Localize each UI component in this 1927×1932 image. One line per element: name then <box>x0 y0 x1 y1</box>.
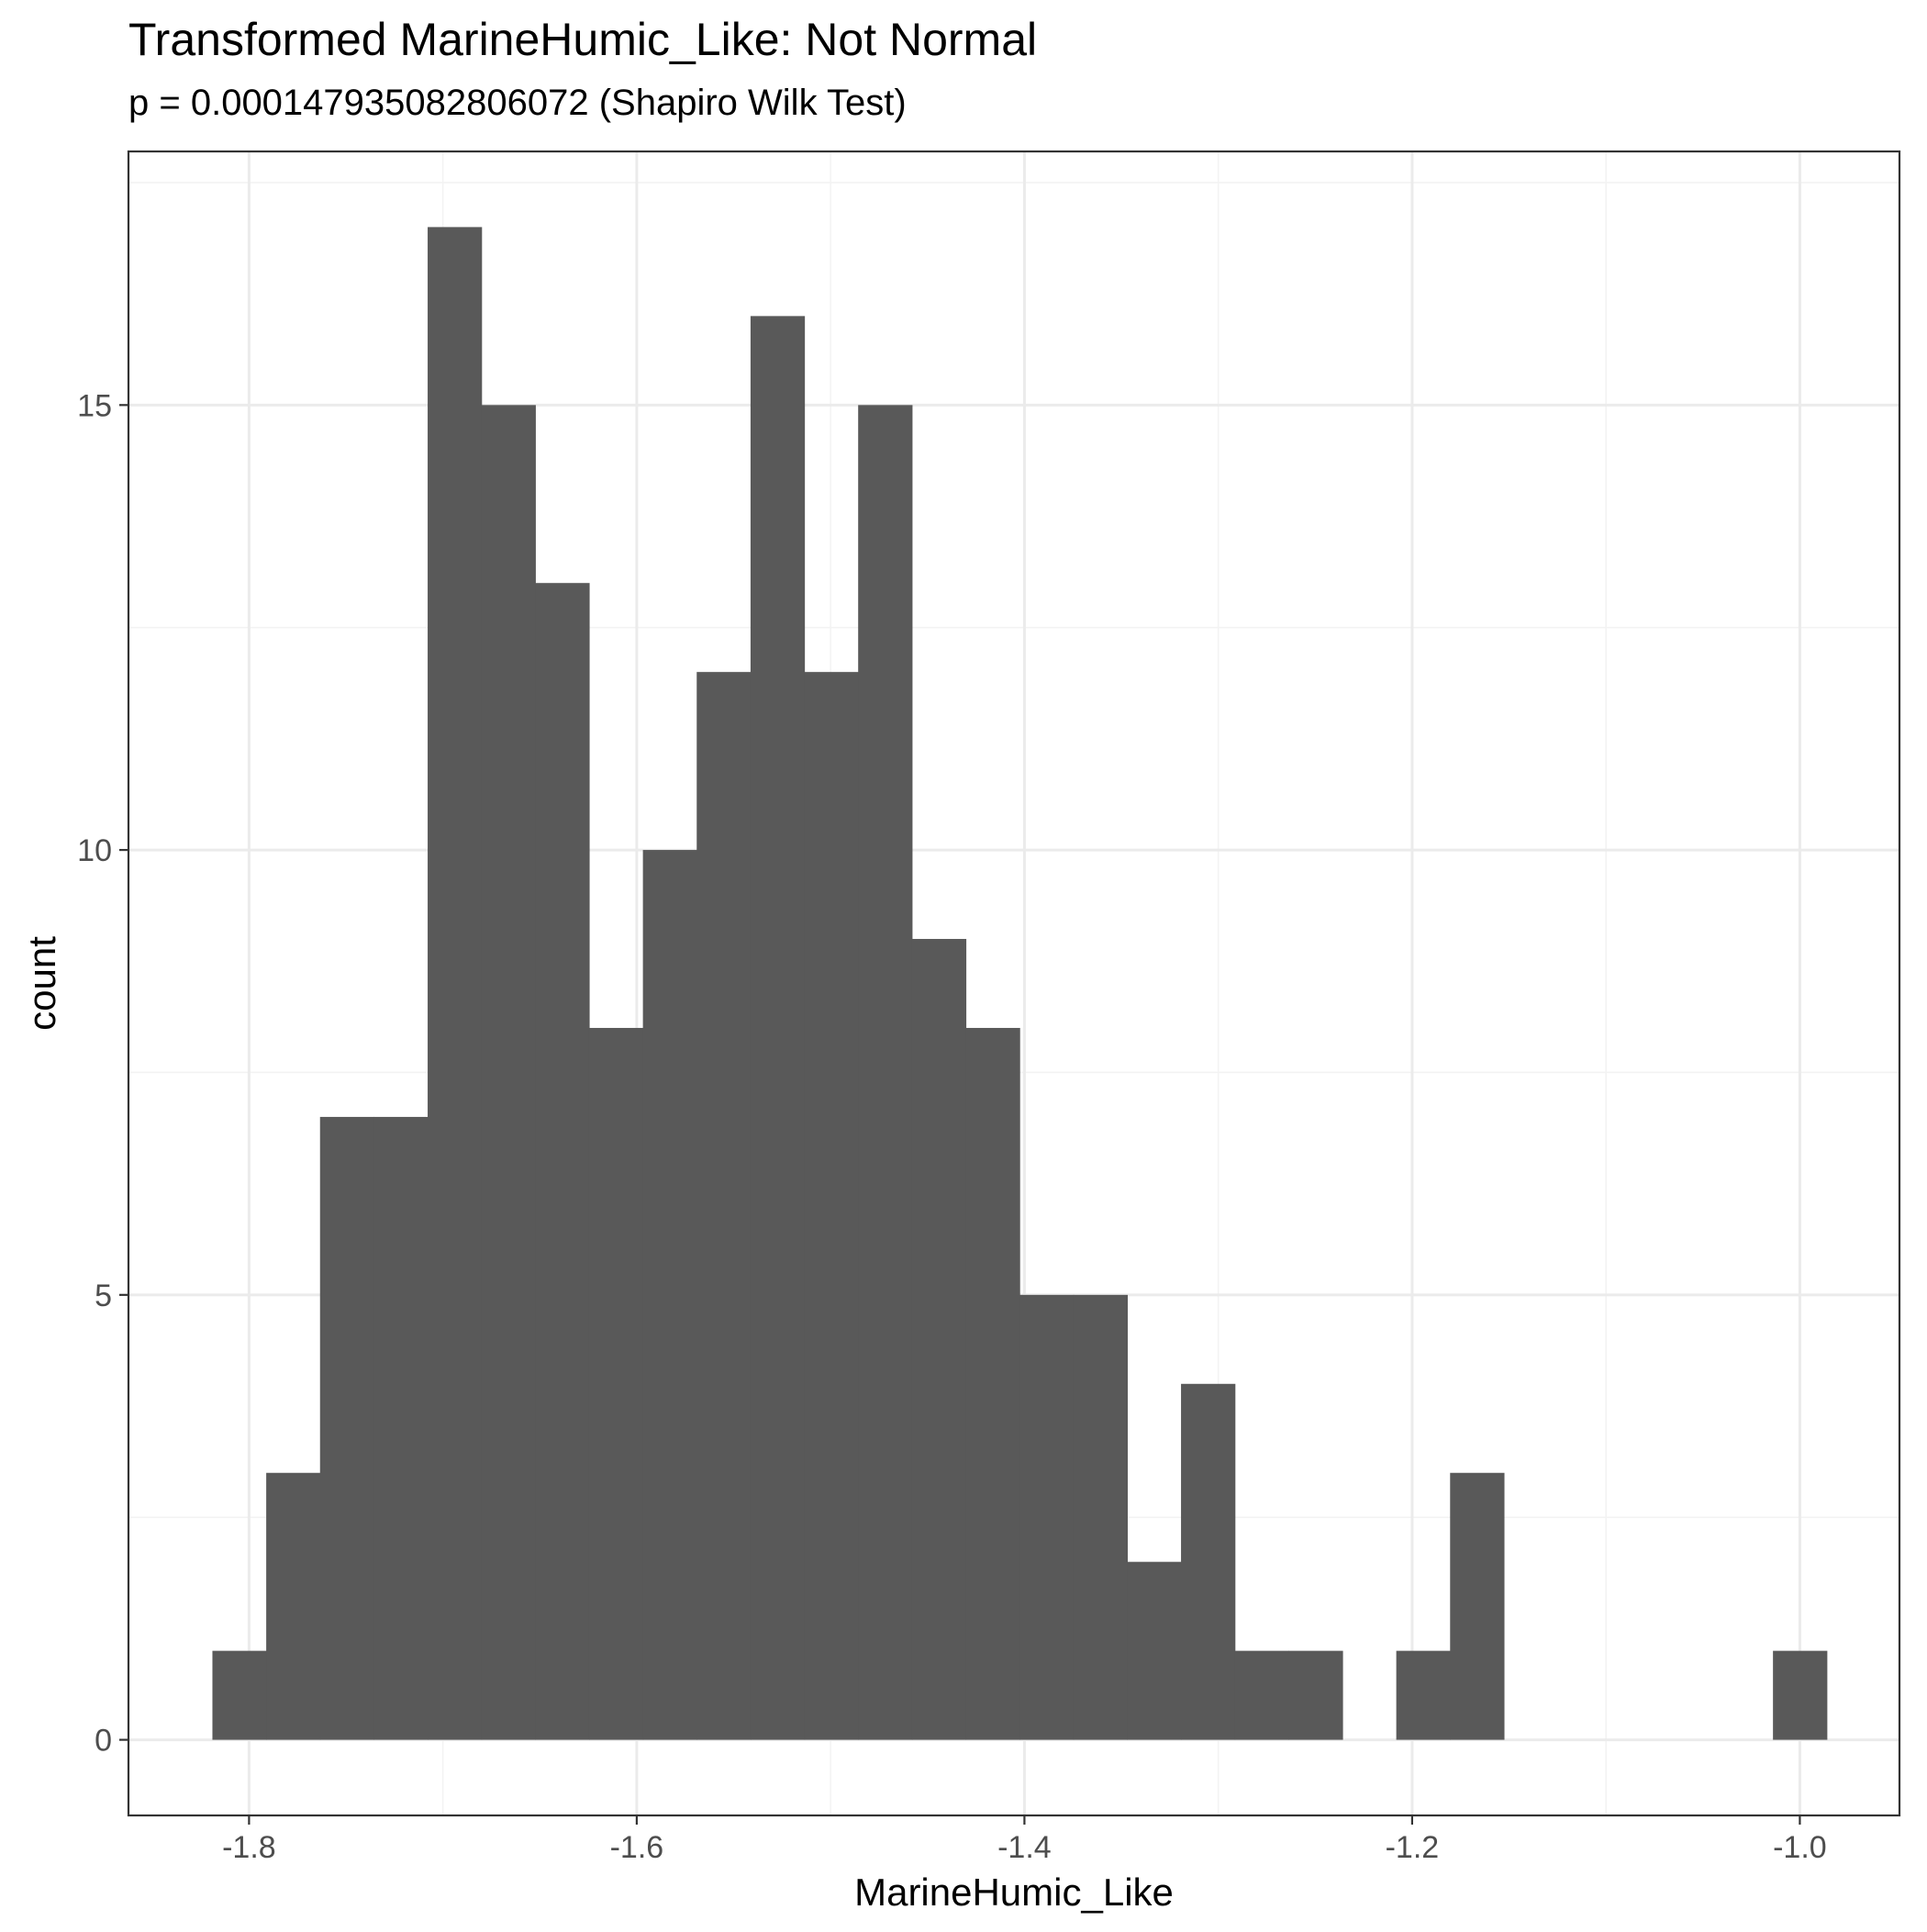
histogram-bar <box>535 583 590 1740</box>
x-tick-label: -1.0 <box>1773 1830 1827 1865</box>
y-tick-label: 10 <box>77 833 112 868</box>
histogram-bar <box>1288 1650 1343 1740</box>
histogram-bar <box>266 1472 321 1740</box>
histogram-bar <box>588 1027 644 1740</box>
x-tick-label: -1.6 <box>610 1830 664 1865</box>
histogram-bar <box>481 405 536 1740</box>
histogram-bar <box>804 672 859 1740</box>
histogram-bar <box>1019 1294 1075 1740</box>
histogram-bar <box>696 672 752 1740</box>
histogram-bar <box>1450 1472 1505 1740</box>
chart-title: Transformed MarineHumic_Like: Not Normal <box>128 14 1038 65</box>
histogram-bar <box>212 1650 267 1740</box>
x-axis-title: MarineHumic_Like <box>854 1871 1174 1914</box>
y-tick-label: 5 <box>95 1279 112 1313</box>
x-tick-label: -1.2 <box>1386 1830 1440 1865</box>
histogram-bar <box>911 939 967 1740</box>
histogram-bar <box>1073 1294 1129 1740</box>
y-tick-label: 15 <box>77 388 112 423</box>
histogram-bar <box>1396 1650 1451 1740</box>
histogram-bar <box>642 850 697 1740</box>
x-tick-label: -1.4 <box>997 1830 1052 1865</box>
histogram-bar <box>750 316 806 1740</box>
panel-border <box>127 150 1901 1817</box>
histogram-bar <box>428 227 483 1740</box>
y-axis-title: count <box>20 936 63 1031</box>
histogram-bar <box>319 1116 375 1740</box>
chart-subtitle: p = 0.000147935082806072 (Shapiro Wilk T… <box>128 83 907 123</box>
x-tick-label: -1.8 <box>222 1830 276 1865</box>
histogram-bar <box>1127 1561 1182 1740</box>
histogram-bar <box>965 1027 1020 1740</box>
histogram-bar <box>1234 1650 1289 1740</box>
histogram-bar <box>1181 1383 1236 1740</box>
y-tick-label: 0 <box>95 1724 112 1759</box>
histogram-bar <box>858 405 913 1740</box>
histogram-bar <box>1773 1650 1828 1740</box>
histogram-bar <box>373 1116 429 1740</box>
